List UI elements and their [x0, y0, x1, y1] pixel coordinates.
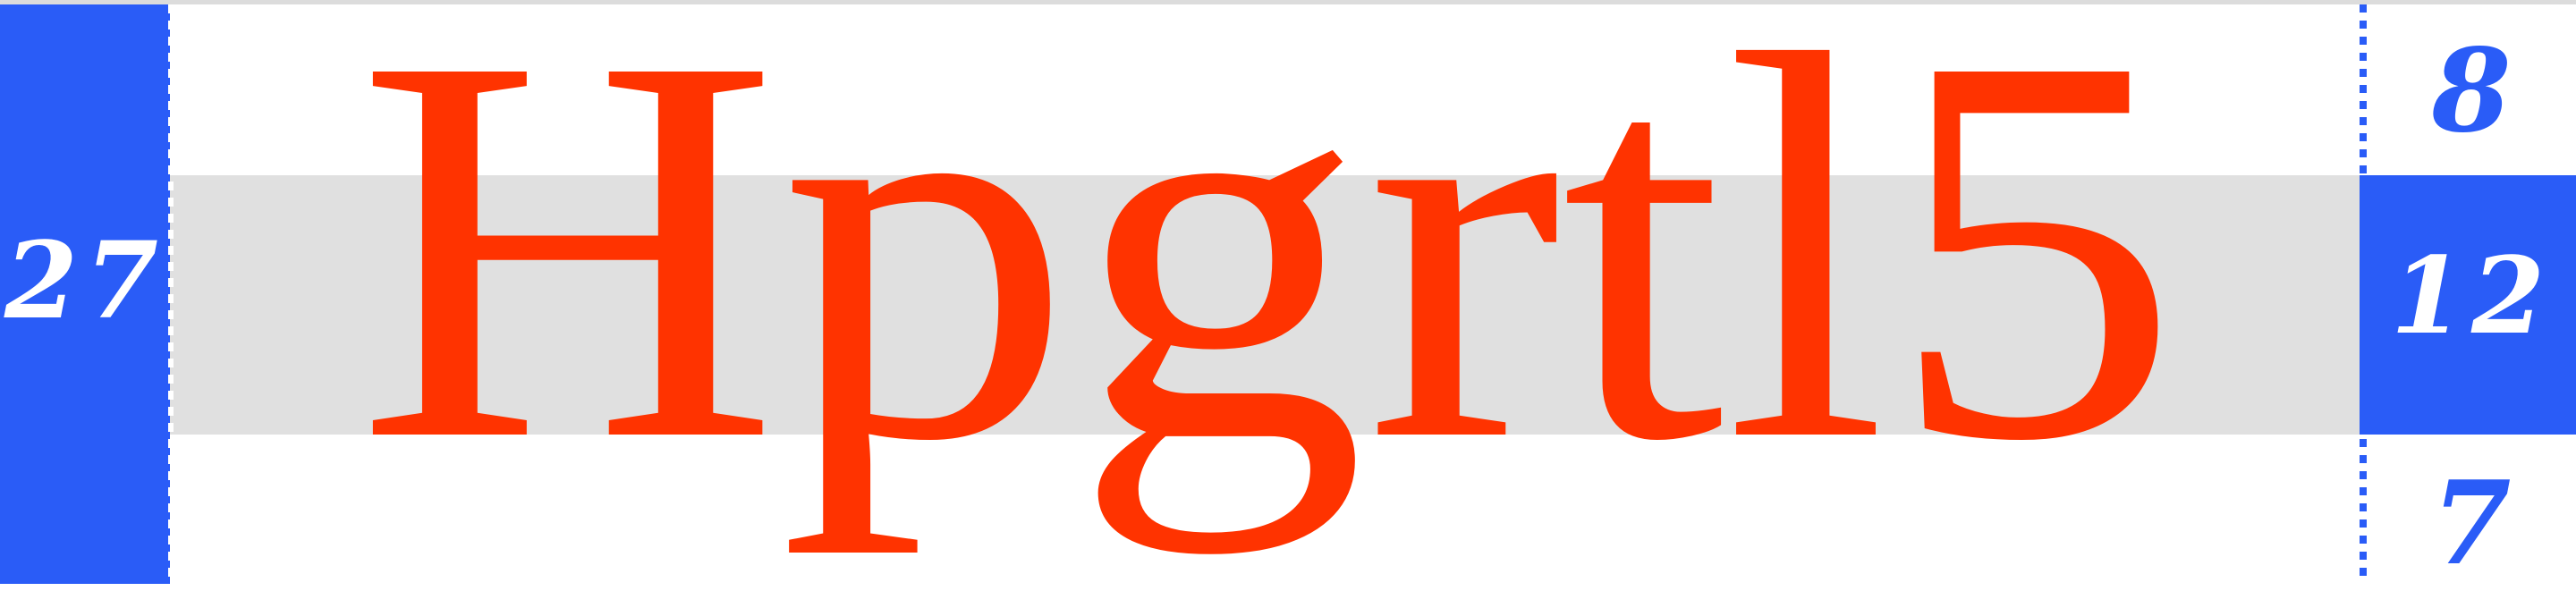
left-sidebearing-block [0, 4, 170, 584]
descender-metric-value: 7 [2431, 457, 2512, 591]
specimen-text: Hpgrtl5 [356, 0, 2181, 556]
right-metric-block [2360, 175, 2576, 435]
left-guide-dotted-line [168, 4, 174, 584]
top-rule [0, 0, 2576, 4]
x-height-band [170, 175, 2361, 435]
left-metric-value: 27 [4, 218, 166, 342]
x-height-metric-value: 12 [2390, 233, 2553, 358]
ascender-metric-value: 8 [2431, 24, 2512, 158]
